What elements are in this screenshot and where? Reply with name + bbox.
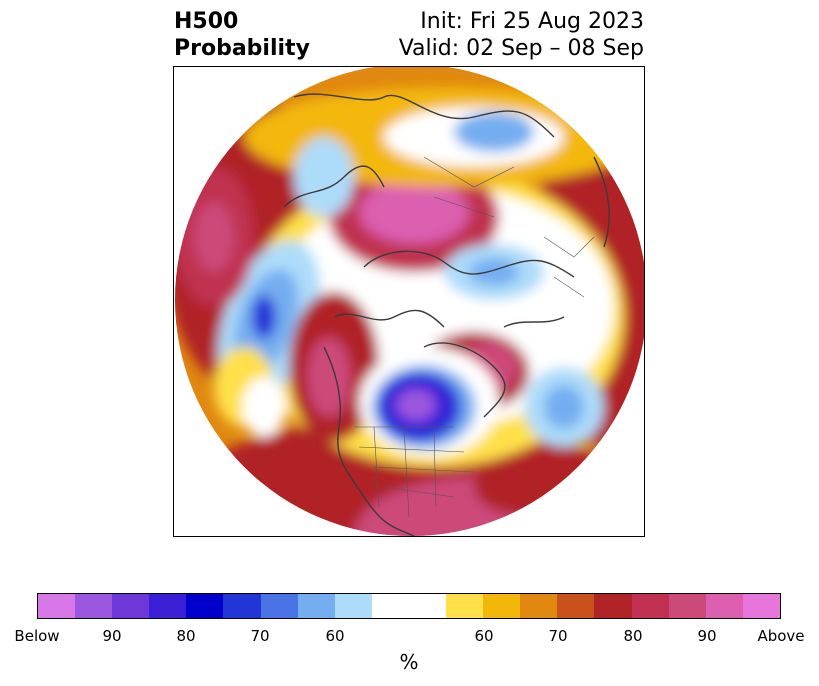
map-title: H500 Probability [174, 8, 310, 62]
coastlines [283, 93, 615, 536]
colorbar-segment [297, 594, 335, 618]
colorbar-segment [557, 594, 595, 618]
colorbar-segment [112, 594, 150, 618]
colorbar-segment [668, 594, 706, 618]
colorbar-label: 90 [697, 627, 717, 645]
colorbar-segment [705, 594, 743, 618]
colorbar-segment [75, 594, 113, 618]
colorbar-label: 70 [250, 627, 270, 645]
colorbar-unit: % [399, 650, 419, 674]
colorbar-segment [520, 594, 558, 618]
map-dates: Init: Fri 25 Aug 2023 Valid: 02 Sep – 08… [399, 8, 644, 62]
colorbar-segment [260, 594, 298, 618]
colorbar-segment [594, 594, 632, 618]
colorbar-label: Below [14, 627, 60, 645]
colorbar-segment [334, 594, 372, 618]
borders [354, 156, 595, 518]
colorbar-segment [483, 594, 521, 618]
title-field: Probability [174, 36, 310, 61]
colorbar-label: 80 [176, 627, 196, 645]
colorbar-segment [223, 594, 261, 618]
title-variable: H500 [174, 9, 239, 34]
colorbar-segment [446, 594, 484, 618]
colorbar-segment [371, 594, 409, 618]
colorbar-segment [149, 594, 187, 618]
colorbar-label: 60 [474, 627, 494, 645]
colorbar-segment [38, 594, 76, 618]
init-date: Init: Fri 25 Aug 2023 [420, 9, 644, 34]
colorbar-segment [742, 594, 780, 618]
colorbar-segment [186, 594, 224, 618]
probability-map [173, 66, 645, 537]
colorbar [37, 593, 781, 619]
colorbar-segment [408, 594, 447, 618]
colorbar-label: 70 [548, 627, 568, 645]
colorbar-label: Above [757, 627, 805, 645]
colorbar-label: 90 [102, 627, 122, 645]
valid-dates: Valid: 02 Sep – 08 Sep [398, 36, 644, 61]
colorbar-segment [631, 594, 669, 618]
colorbar-label: 60 [325, 627, 345, 645]
colorbar-label: 80 [623, 627, 643, 645]
